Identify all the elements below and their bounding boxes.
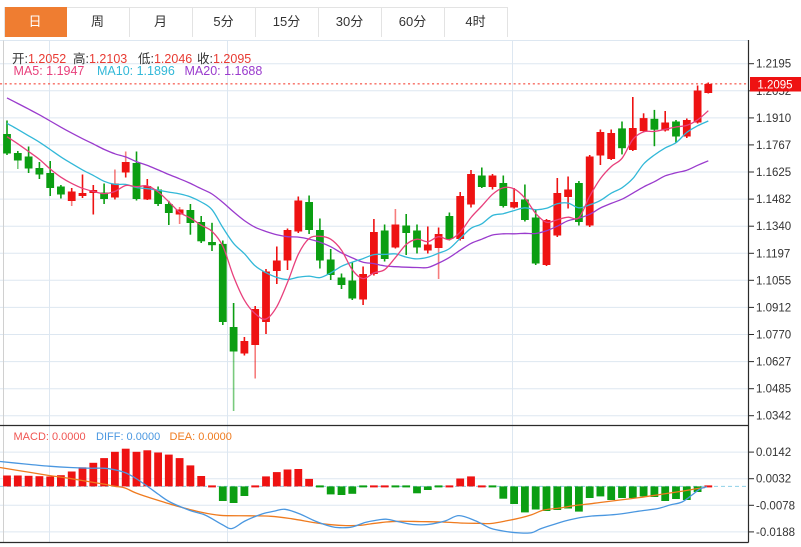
svg-text:1.1767: 1.1767 [756,140,791,152]
svg-text:1.0485: 1.0485 [756,384,791,396]
svg-text:1.1340: 1.1340 [756,221,791,233]
svg-text:1.2195: 1.2195 [756,59,791,71]
svg-text:-0.0188: -0.0188 [756,527,795,539]
svg-text:1.0770: 1.0770 [756,330,791,342]
svg-text:1.1197: 1.1197 [756,248,790,260]
svg-text:1.0912: 1.0912 [756,302,791,314]
svg-text:1.0342: 1.0342 [756,411,791,423]
svg-text:1.2095: 1.2095 [757,79,792,91]
svg-text:0.0142: 0.0142 [756,447,791,459]
svg-text:-0.0078: -0.0078 [756,500,795,512]
svg-text:0.0032: 0.0032 [756,474,791,486]
svg-text:1.1910: 1.1910 [756,113,791,125]
svg-text:1.0627: 1.0627 [756,357,791,369]
svg-text:1.1055: 1.1055 [756,275,791,287]
svg-text:1.1482: 1.1482 [756,194,791,206]
svg-text:1.1625: 1.1625 [756,167,791,179]
